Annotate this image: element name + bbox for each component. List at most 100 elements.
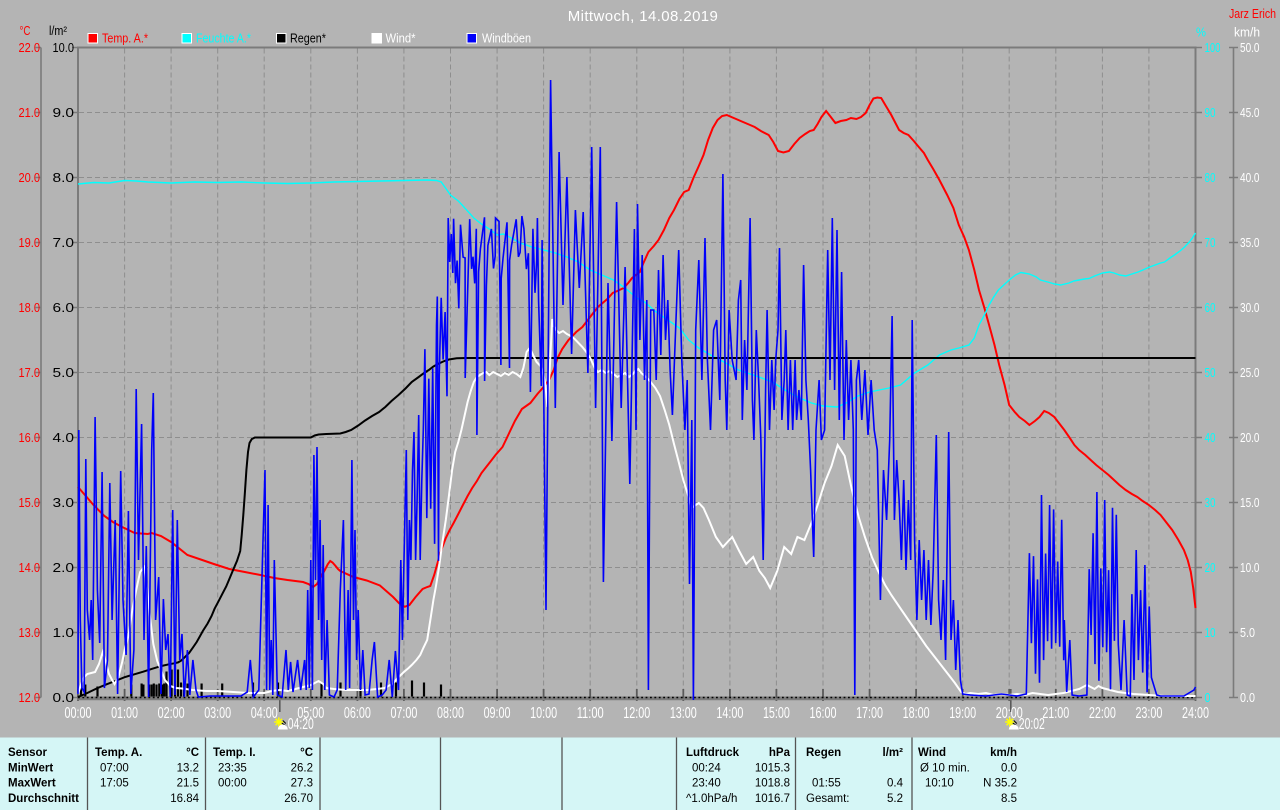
svg-text:°C: °C — [300, 747, 313, 759]
svg-text:9.0: 9.0 — [53, 105, 75, 120]
svg-text:5.0: 5.0 — [1240, 625, 1255, 640]
svg-text:26.2: 26.2 — [291, 762, 313, 774]
svg-text:18:00: 18:00 — [903, 705, 930, 722]
svg-text:MaxWert: MaxWert — [8, 778, 56, 790]
svg-text:10: 10 — [1205, 625, 1216, 640]
svg-text:90: 90 — [1205, 105, 1216, 120]
svg-text:03:00: 03:00 — [204, 705, 231, 722]
svg-text:01:00: 01:00 — [111, 705, 138, 722]
svg-text:Temp. I.: Temp. I. — [213, 747, 256, 759]
svg-text:19:00: 19:00 — [949, 705, 976, 722]
svg-text:Wind: Wind — [918, 747, 946, 759]
svg-text:00:00: 00:00 — [65, 705, 92, 722]
svg-text:2.0: 2.0 — [53, 560, 75, 575]
svg-text:°C: °C — [186, 747, 199, 759]
svg-text:14:00: 14:00 — [716, 705, 743, 722]
svg-text:23:00: 23:00 — [1135, 705, 1162, 722]
svg-text:5.0: 5.0 — [53, 365, 75, 380]
svg-text:17:05: 17:05 — [100, 778, 129, 790]
svg-text:8.0: 8.0 — [53, 170, 75, 185]
svg-text:km/h: km/h — [1234, 25, 1260, 40]
svg-text:10.0: 10.0 — [53, 40, 75, 55]
svg-text:60: 60 — [1205, 300, 1216, 315]
svg-text:Regen: Regen — [806, 747, 841, 759]
svg-text:16:00: 16:00 — [810, 705, 837, 722]
svg-text:5.2: 5.2 — [887, 793, 903, 805]
svg-text:80: 80 — [1205, 170, 1216, 185]
svg-text:15:00: 15:00 — [763, 705, 790, 722]
svg-text:22:00: 22:00 — [1089, 705, 1116, 722]
svg-text:1018.8: 1018.8 — [755, 778, 790, 790]
svg-text:27.3: 27.3 — [291, 778, 313, 790]
svg-text:19.0: 19.0 — [19, 235, 41, 250]
svg-text:13:00: 13:00 — [670, 705, 697, 722]
svg-text:30: 30 — [1205, 495, 1216, 510]
svg-text:13.2: 13.2 — [177, 762, 199, 774]
svg-text:40: 40 — [1205, 430, 1216, 445]
svg-text:21:00: 21:00 — [1042, 705, 1069, 722]
svg-text:3.0: 3.0 — [53, 495, 75, 510]
svg-text:07:00: 07:00 — [390, 705, 417, 722]
svg-text:20:00: 20:00 — [996, 705, 1023, 722]
svg-text:10:10: 10:10 — [925, 778, 954, 790]
svg-text:05:00: 05:00 — [297, 705, 324, 722]
svg-text:04:20: 04:20 — [288, 716, 314, 733]
svg-text:50: 50 — [1205, 365, 1216, 380]
svg-text:17.0: 17.0 — [19, 365, 41, 380]
svg-text:21.5: 21.5 — [177, 778, 199, 790]
svg-text:^1.0hPa/h: ^1.0hPa/h — [686, 793, 737, 805]
svg-text:09:00: 09:00 — [484, 705, 511, 722]
svg-text:1.0: 1.0 — [53, 625, 75, 640]
svg-text:100: 100 — [1205, 40, 1221, 55]
svg-text:hPa: hPa — [769, 747, 791, 759]
svg-text:21.0: 21.0 — [19, 105, 41, 120]
svg-text:Temp. A.*: Temp. A.* — [102, 31, 148, 46]
svg-text:l/m²: l/m² — [49, 23, 68, 38]
svg-text:20.0: 20.0 — [1240, 430, 1260, 445]
svg-text:26.70: 26.70 — [284, 793, 313, 805]
svg-text:04:00: 04:00 — [251, 705, 278, 722]
svg-text:35.0: 35.0 — [1240, 235, 1260, 250]
svg-text:20: 20 — [1205, 560, 1216, 575]
svg-text:Gesamt:: Gesamt: — [806, 793, 849, 805]
svg-text:06:00: 06:00 — [344, 705, 371, 722]
svg-text:4.0: 4.0 — [53, 430, 75, 445]
svg-text:%: % — [1196, 25, 1206, 40]
svg-text:70: 70 — [1205, 235, 1216, 250]
svg-text:10.0: 10.0 — [1240, 560, 1260, 575]
svg-text:l/m²: l/m² — [883, 747, 904, 759]
svg-text:02:00: 02:00 — [158, 705, 185, 722]
svg-text:17:00: 17:00 — [856, 705, 883, 722]
svg-text:45.0: 45.0 — [1240, 105, 1260, 120]
svg-text:0.0: 0.0 — [53, 690, 75, 705]
svg-text:01:55: 01:55 — [812, 778, 841, 790]
svg-text:Feuchte A.*: Feuchte A.* — [196, 31, 251, 46]
svg-text:23:35: 23:35 — [218, 762, 247, 774]
svg-text:30.0: 30.0 — [1240, 300, 1260, 315]
svg-text:40.0: 40.0 — [1240, 170, 1260, 185]
svg-text:20:02: 20:02 — [1019, 716, 1045, 733]
svg-text:18.0: 18.0 — [19, 300, 41, 315]
svg-text:20.0: 20.0 — [19, 170, 41, 185]
svg-text:00:24: 00:24 — [692, 762, 721, 774]
svg-text:Sensor: Sensor — [8, 747, 48, 759]
svg-text:Temp. A.: Temp. A. — [95, 747, 142, 759]
svg-text:1016.7: 1016.7 — [755, 793, 790, 805]
svg-text:MinWert: MinWert — [8, 762, 53, 774]
svg-text:N 35.2: N 35.2 — [983, 778, 1017, 790]
svg-text:8.5: 8.5 — [1001, 793, 1017, 805]
svg-text:7.0: 7.0 — [53, 235, 75, 250]
svg-text:Mittwoch, 14.08.2019: Mittwoch, 14.08.2019 — [568, 8, 719, 25]
svg-text:12:00: 12:00 — [623, 705, 650, 722]
svg-text:16.84: 16.84 — [170, 793, 199, 805]
svg-text:08:00: 08:00 — [437, 705, 464, 722]
svg-text:07:00: 07:00 — [100, 762, 129, 774]
svg-text:00:00: 00:00 — [218, 778, 247, 790]
svg-text:14.0: 14.0 — [19, 560, 41, 575]
svg-text:24:00: 24:00 — [1182, 705, 1209, 722]
svg-text:0: 0 — [1205, 690, 1211, 705]
svg-text:10:00: 10:00 — [530, 705, 557, 722]
svg-text:Durchschnitt: Durchschnitt — [8, 793, 79, 805]
svg-text:6.0: 6.0 — [53, 300, 75, 315]
svg-text:km/h: km/h — [990, 747, 1017, 759]
